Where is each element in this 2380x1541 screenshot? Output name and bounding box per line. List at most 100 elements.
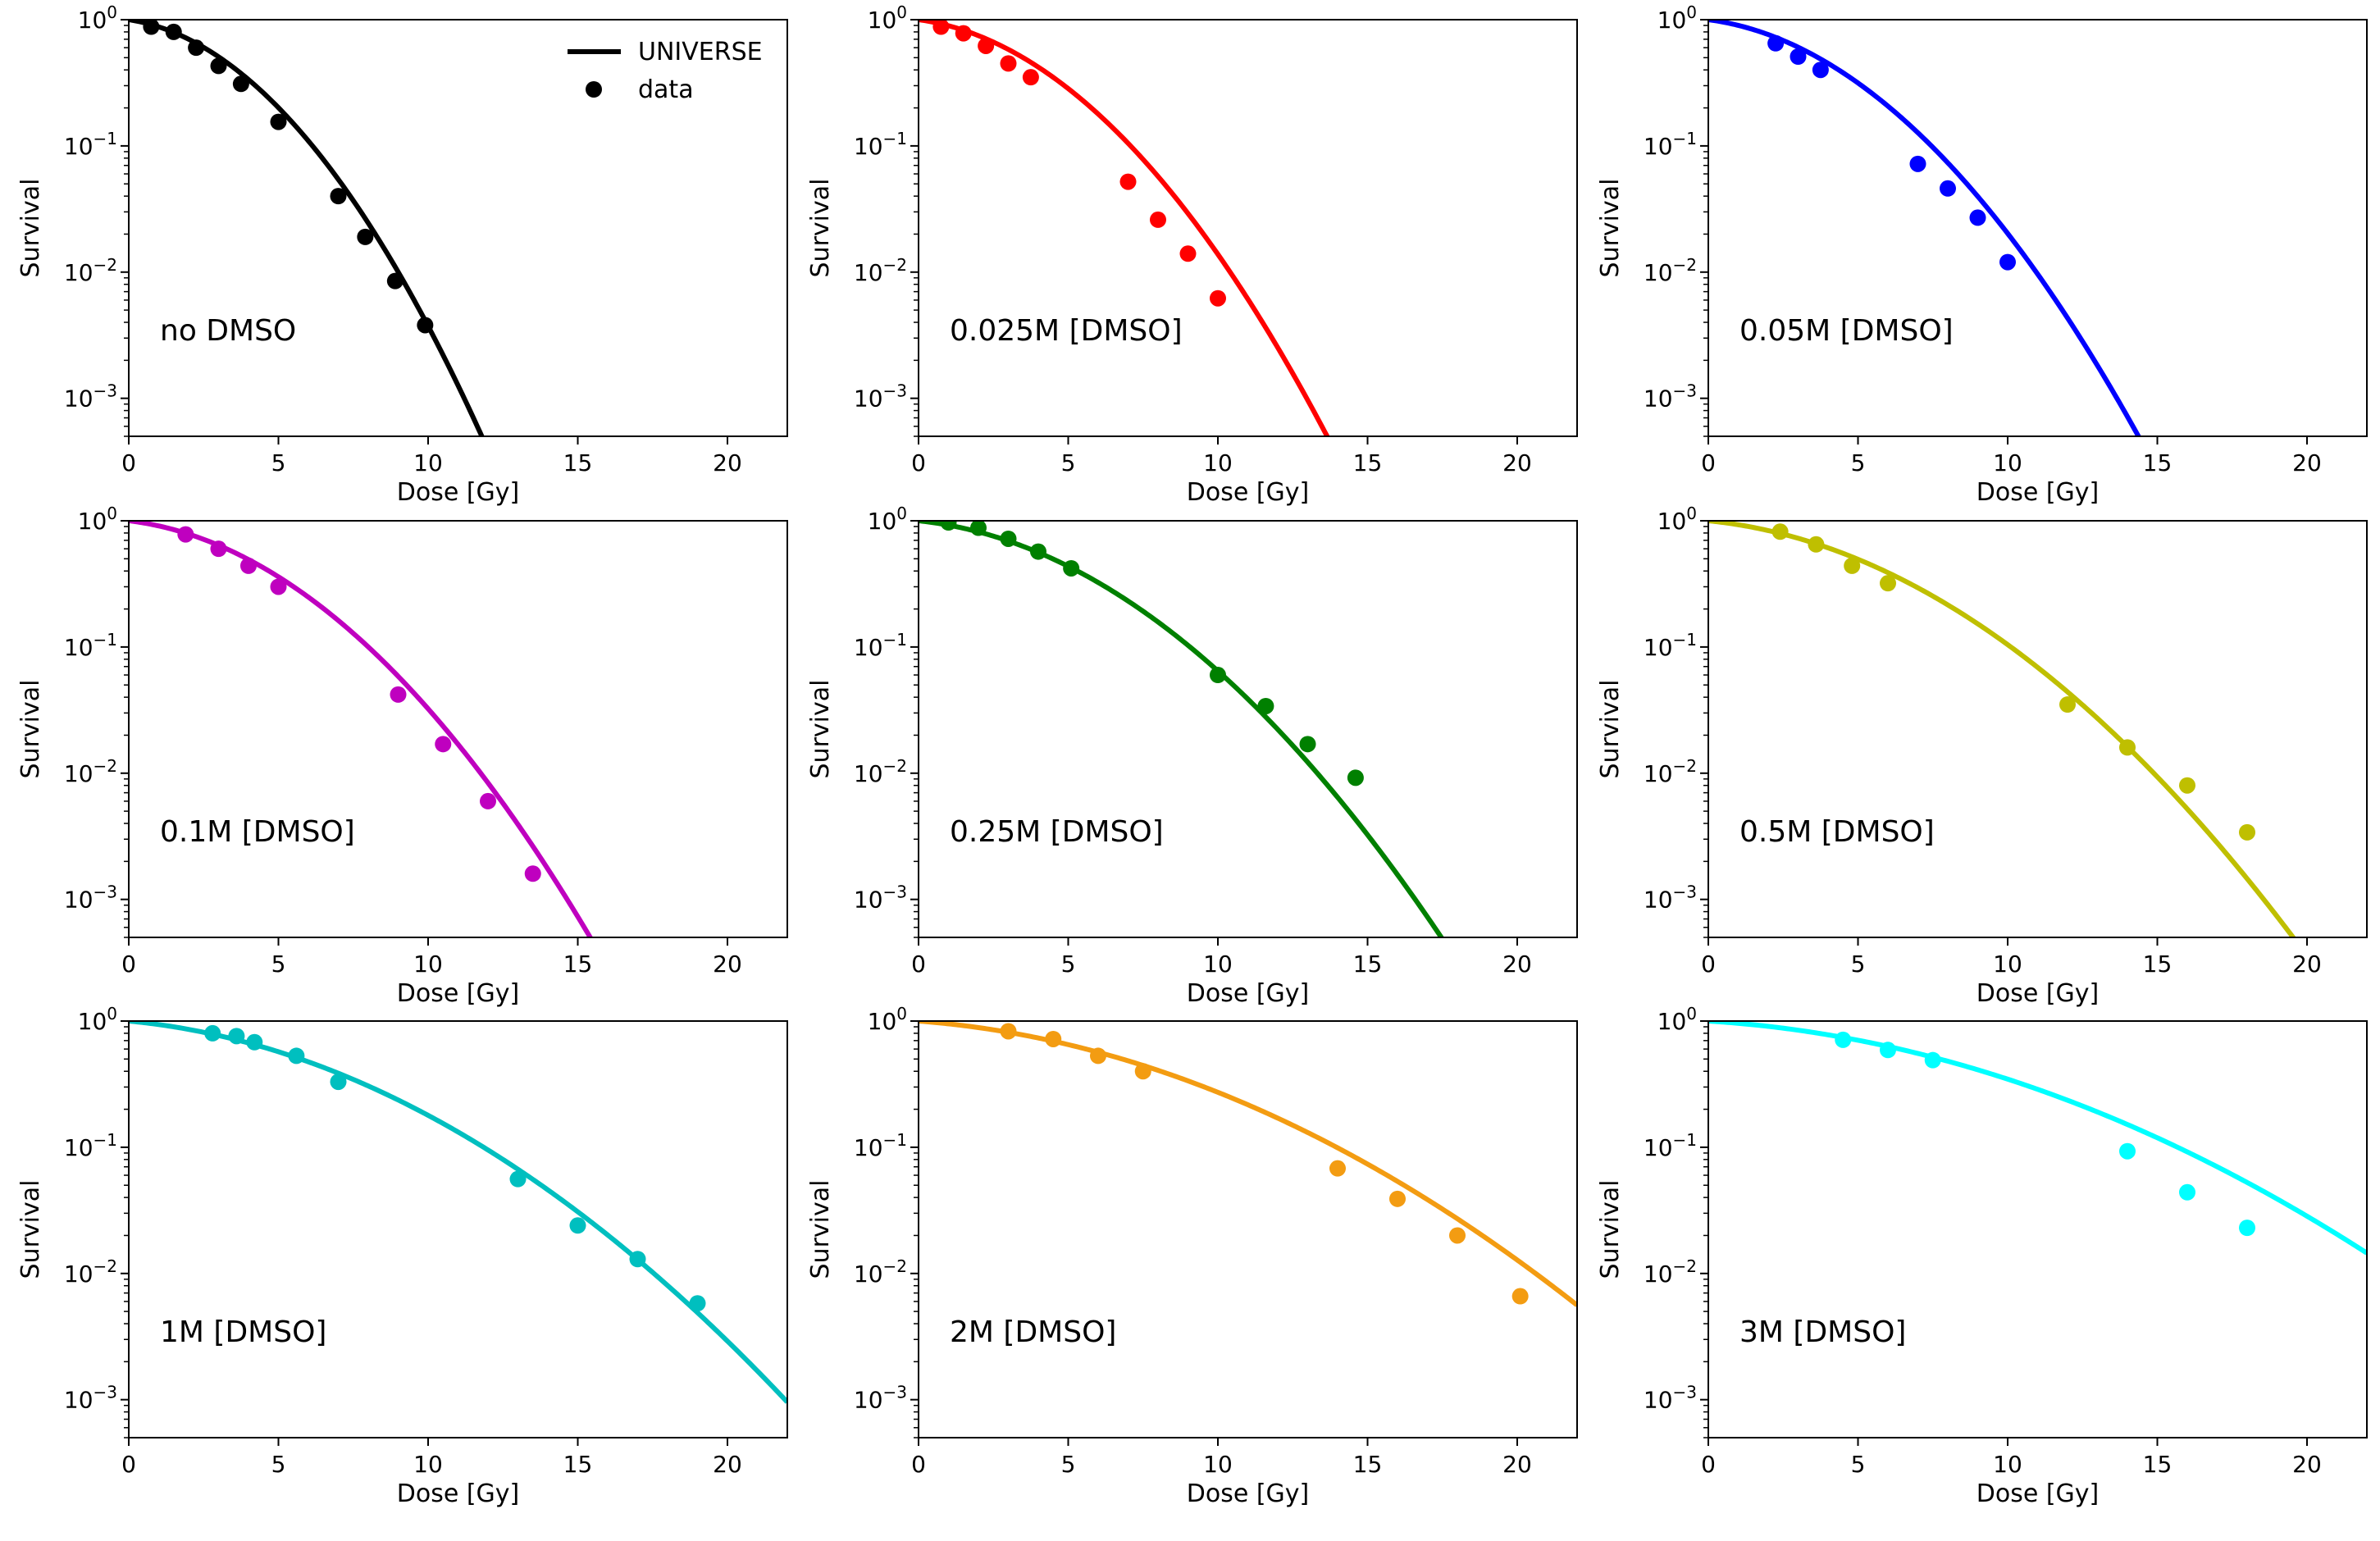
data-point <box>357 228 374 245</box>
y-tick-label: 10−3 <box>854 381 907 413</box>
x-axis-label: Dose [Gy] <box>1187 1479 1310 1508</box>
series-line <box>1708 20 2141 436</box>
data-point <box>955 25 972 42</box>
data-point <box>2119 1142 2136 1160</box>
data-point <box>2239 823 2255 841</box>
x-tick-label: 20 <box>713 1451 742 1478</box>
data-point <box>1449 1227 1466 1244</box>
panel-annotation: 2M [DMSO] <box>950 1315 1116 1349</box>
data-point <box>1812 62 1829 79</box>
x-tick-label: 0 <box>911 951 926 978</box>
y-axis-label: Survival <box>806 680 835 779</box>
x-tick-label: 5 <box>1061 1451 1076 1478</box>
data-point <box>1511 1288 1529 1305</box>
panel-annotation: 0.1M [DMSO] <box>160 815 355 849</box>
axes-frame <box>1707 1020 2368 1438</box>
axes-frame <box>918 520 1578 938</box>
chart-panel-5: 0 5 10 15 20 100 10−1 10−2 10−3 Dose [Gy] Survival… <box>806 504 1578 1008</box>
axes-frame <box>918 19 1578 437</box>
x-tick-label: 0 <box>911 449 926 476</box>
data-point <box>689 1295 706 1312</box>
data-point <box>1179 245 1197 262</box>
data-point <box>1134 1063 1151 1080</box>
axes-frame <box>918 1020 1578 1438</box>
y-tick-label: 10−3 <box>64 882 117 914</box>
data-point <box>1299 736 1316 753</box>
data-point <box>1835 1031 1852 1048</box>
x-tick-label: 20 <box>1502 1451 1532 1478</box>
data-point <box>2119 739 2136 756</box>
data-point <box>386 272 404 290</box>
data-point <box>188 39 205 57</box>
data-point <box>480 792 496 809</box>
legend-label-universe: UNIVERSE <box>638 38 763 66</box>
y-tick-label: 10−3 <box>854 882 907 914</box>
chart-panel-9: 0 5 10 15 20 100 10−1 10−2 10−3 Dose [Gy] Survival… <box>1596 1004 2368 1508</box>
data-point <box>246 1033 263 1051</box>
x-tick-label: 20 <box>2292 951 2322 978</box>
data-point <box>1210 290 1226 307</box>
data-point <box>1909 155 1926 172</box>
x-tick-label: 5 <box>1851 1451 1866 1478</box>
data-point <box>1000 55 1017 72</box>
y-tick-label: 10−3 <box>64 381 117 413</box>
y-tick-label: 100 <box>78 2 117 34</box>
y-tick-label: 10−1 <box>1644 1130 1697 1161</box>
legend: UNIVERSE data <box>568 38 763 104</box>
data-point <box>1030 543 1046 560</box>
data-point <box>1090 1047 1106 1065</box>
x-tick-label: 10 <box>1993 951 2022 978</box>
data-point <box>240 557 257 574</box>
y-axis-label: Survival <box>16 680 45 779</box>
y-tick-label: 10−1 <box>854 630 907 661</box>
series-line <box>919 1021 1577 1307</box>
data-point <box>270 113 287 130</box>
y-tick-label: 10−2 <box>854 1256 907 1288</box>
y-axis-label: Survival <box>1596 179 1625 278</box>
data-point <box>1045 1030 1062 1047</box>
x-axis-label: Dose [Gy] <box>397 979 520 1008</box>
y-tick-label: 100 <box>868 1004 907 1035</box>
x-tick-label: 5 <box>271 449 286 476</box>
x-tick-label: 20 <box>2292 449 2322 476</box>
y-axis-label: Survival <box>806 179 835 278</box>
y-tick-label: 100 <box>1657 2 1697 34</box>
y-tick-label: 10−3 <box>1644 381 1697 413</box>
x-tick-label: 15 <box>563 951 593 978</box>
y-tick-label: 100 <box>78 1004 117 1035</box>
y-tick-label: 10−1 <box>1644 129 1697 160</box>
x-axis-label: Dose [Gy] <box>1187 478 1310 507</box>
axes-frame <box>1707 19 2368 437</box>
panel-annotation: 0.25M [DMSO] <box>950 815 1164 849</box>
x-axis-label: Dose [Gy] <box>397 1479 520 1508</box>
data-point <box>177 526 194 543</box>
y-axis-label: Survival <box>806 1180 835 1279</box>
data-point <box>1119 173 1137 190</box>
y-tick-label: 10−2 <box>854 756 907 787</box>
data-point <box>2179 777 2195 794</box>
data-point <box>435 736 452 753</box>
x-tick-label: 0 <box>1701 1451 1716 1478</box>
series-line <box>919 20 1330 436</box>
chart-panel-7: 0 5 10 15 20 100 10−1 10−2 10−3 Dose [Gy] Survival… <box>16 1004 788 1508</box>
legend-marker-swatch <box>586 81 602 98</box>
data-point <box>1389 1190 1406 1207</box>
y-tick-label: 10−3 <box>854 1383 907 1414</box>
panel-annotation: 0.025M [DMSO] <box>950 314 1183 348</box>
panel-annotation: 0.05M [DMSO] <box>1739 314 1954 348</box>
x-tick-label: 10 <box>1203 449 1233 476</box>
x-tick-label: 20 <box>2292 1451 2322 1478</box>
chart-panel-6: 0 5 10 15 20 100 10−1 10−2 10−3 Dose [Gy] Survival… <box>1596 504 2368 1008</box>
chart-panel-8: 0 5 10 15 20 100 10−1 10−2 10−3 Dose [Gy] Survival… <box>806 1004 1578 1508</box>
y-tick-label: 10−3 <box>1644 882 1697 914</box>
data-point <box>1347 769 1364 786</box>
chart-panel-3: 0 5 10 15 20 100 10−1 10−2 10−3 Dose [Gy] Survival… <box>1596 2 2368 507</box>
x-axis-label: Dose [Gy] <box>397 478 520 507</box>
data-point <box>2239 1220 2255 1237</box>
y-tick-label: 100 <box>78 504 117 535</box>
y-tick-label: 10−1 <box>1644 630 1697 661</box>
data-point <box>629 1251 646 1268</box>
data-point <box>2059 696 2076 714</box>
y-tick-label: 10−3 <box>1644 1383 1697 1414</box>
panel-annotation: 1M [DMSO] <box>160 1315 326 1349</box>
